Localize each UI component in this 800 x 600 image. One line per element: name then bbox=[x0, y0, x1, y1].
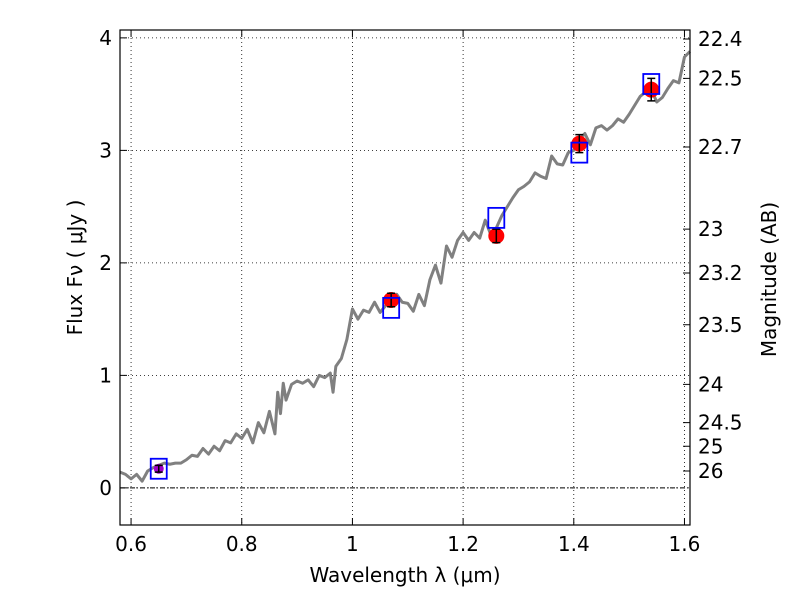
right-tick-label: 23.5 bbox=[698, 313, 743, 337]
right-tick-label: 22.7 bbox=[698, 135, 743, 159]
x-tick-label: 1 bbox=[346, 532, 359, 556]
x-tick-label: 0.8 bbox=[226, 532, 258, 556]
model-point-square bbox=[642, 73, 661, 95]
model-spectrum-line bbox=[119, 50, 692, 483]
model-point-square bbox=[382, 296, 401, 319]
y-axis-right-label: Magnitude (AB) bbox=[757, 202, 781, 357]
x-tick-label: 1.2 bbox=[447, 532, 479, 556]
right-tick-label: 23.2 bbox=[698, 261, 743, 285]
data-markers bbox=[149, 73, 661, 480]
y-tick-label: 2 bbox=[99, 251, 112, 275]
right-tick-label: 22.5 bbox=[698, 66, 743, 90]
right-tick-label: 24 bbox=[698, 372, 723, 396]
x-tick-label: 0.6 bbox=[115, 532, 147, 556]
right-tick-label: 26 bbox=[698, 459, 723, 483]
plot-frame bbox=[119, 29, 691, 526]
model-point-square bbox=[149, 457, 168, 480]
y-tick-label: 0 bbox=[99, 476, 112, 500]
model-point-square bbox=[487, 206, 506, 229]
x-tick-label: 1.6 bbox=[669, 532, 701, 556]
right-tick-label: 22.4 bbox=[698, 27, 743, 51]
x-axis-label: Wavelength λ (μm) bbox=[309, 563, 500, 587]
right-tick-label: 25 bbox=[698, 434, 723, 458]
x-tick-label: 1.4 bbox=[558, 532, 590, 556]
right-tick-label: 24.5 bbox=[698, 411, 743, 435]
right-tick-label: 23 bbox=[698, 217, 723, 241]
y-tick-label: 4 bbox=[99, 26, 112, 50]
y-tick-label: 3 bbox=[99, 138, 112, 162]
model-point-square bbox=[570, 141, 589, 164]
y-tick-label: 1 bbox=[99, 363, 112, 387]
y-axis-label: Flux Fν ( μJy ) bbox=[63, 200, 87, 336]
